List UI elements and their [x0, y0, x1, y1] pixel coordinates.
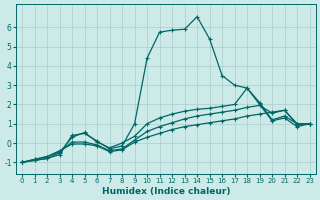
- X-axis label: Humidex (Indice chaleur): Humidex (Indice chaleur): [101, 187, 230, 196]
